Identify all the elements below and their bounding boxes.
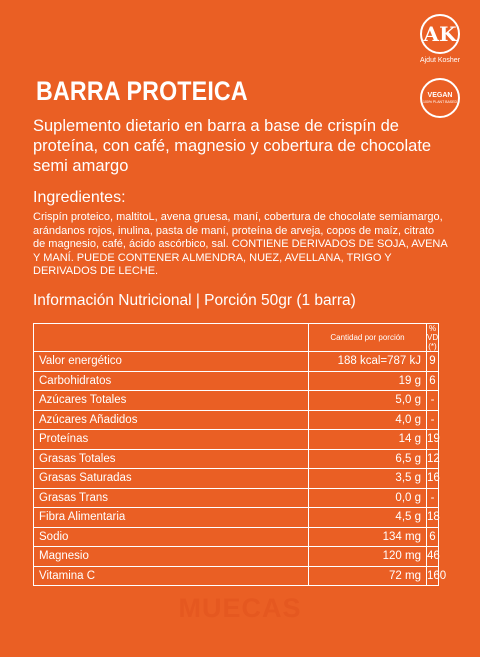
- vegan-badge-title: VEGAN: [427, 91, 453, 99]
- nutrient-quantity: 134 mg: [308, 526, 427, 547]
- ingredients-text: Crispín proteico, maltitoL, avena gruesa…: [33, 211, 448, 277]
- nutrient-name: Azúcares Totales: [33, 390, 309, 411]
- nutrition-row: Fibra Alimentaria 4,5 g 18: [33, 507, 440, 528]
- nutrient-name: Proteínas: [33, 429, 309, 450]
- nutrition-row: Vitamina C 72 mg 160: [33, 565, 446, 586]
- nutrition-heading: Información Nutricional | Porción 50gr (…: [33, 292, 356, 309]
- nutrition-header-row: Cantidad por porción % VD (*): [33, 323, 439, 352]
- kosher-mark: AK: [423, 22, 457, 46]
- nutrient-vd: 46: [426, 546, 440, 567]
- nutrient-quantity: 6,5 g: [308, 448, 427, 469]
- kosher-certification-badge: AK: [420, 14, 460, 54]
- product-description: Suplemento dietario en barra a base de c…: [33, 117, 432, 175]
- nutrient-vd: -: [426, 487, 439, 508]
- nutrient-name: Grasas Totales: [33, 448, 309, 469]
- nutrition-row: Azúcares Añadidos 4,0 g-: [33, 409, 439, 430]
- nutrient-quantity: 19 g: [308, 370, 427, 391]
- nutrient-name: Carbohidratos: [33, 370, 309, 391]
- nutrient-quantity: 3,5 g: [308, 468, 427, 489]
- nutrition-row: Azúcares Totales 5,0 g-: [33, 390, 439, 411]
- nutrient-quantity: 188 kcal=787 kJ: [308, 351, 427, 372]
- product-title: BARRA PROTEICA: [36, 76, 248, 106]
- vegan-certification-badge: VEGAN 100% PLANT BASED: [420, 78, 460, 118]
- nutrient-quantity: 4,5 g: [308, 507, 427, 528]
- nutrition-row: Grasas Trans 0,0 g-: [33, 487, 439, 508]
- nutrient-name: Azúcares Añadidos: [33, 409, 309, 430]
- nutrition-row: Magnesio 120 mg 46: [33, 546, 440, 567]
- nutrient-vd: 6: [426, 526, 439, 547]
- nutrient-vd: 6: [426, 370, 439, 391]
- ingredients-heading: Ingredientes:: [33, 189, 126, 206]
- nutrient-vd: -: [426, 409, 439, 430]
- nutrient-name: Vitamina C: [33, 565, 309, 586]
- nutrition-row: Grasas Saturadas 3,5 g 16: [33, 468, 440, 489]
- nutrient-vd: 16: [426, 468, 440, 489]
- nutrient-name: Fibra Alimentaria: [33, 507, 309, 528]
- nutrient-name: Sodio: [33, 526, 309, 547]
- header-quantity: Cantidad por porción: [308, 323, 427, 352]
- nutrient-vd: 19: [426, 429, 440, 450]
- nutrition-table: Cantidad por porción % VD (*) Valor ener…: [33, 323, 446, 586]
- brand-watermark: MUECAS: [178, 593, 302, 623]
- kosher-label: Ajdut Kosher: [419, 57, 461, 64]
- nutrient-name: Grasas Trans: [33, 487, 309, 508]
- nutrient-vd: 9: [426, 351, 439, 372]
- nutrient-vd: 12: [426, 448, 440, 469]
- nutrient-name: Magnesio: [33, 546, 309, 567]
- nutrient-quantity: 5,0 g: [308, 390, 427, 411]
- nutrient-quantity: 0,0 g: [308, 487, 427, 508]
- nutrient-quantity: 72 mg: [308, 565, 427, 586]
- nutrition-row: Proteínas 14 g 19: [33, 429, 440, 450]
- nutrient-name: Valor energético: [33, 351, 309, 372]
- header-category: [33, 323, 309, 352]
- nutrient-vd: 160: [426, 565, 446, 586]
- nutrient-name: Grasas Saturadas: [33, 468, 309, 489]
- nutrition-row: Grasas Totales 6,5 g 12: [33, 448, 440, 469]
- nutrition-row: Valor energético 188 kcal=787 kJ 9: [33, 351, 439, 372]
- nutrient-vd: -: [426, 390, 439, 411]
- nutrient-quantity: 14 g: [308, 429, 427, 450]
- nutrient-quantity: 120 mg: [308, 546, 427, 567]
- nutrient-vd: 18: [426, 507, 440, 528]
- header-vd: % VD (*): [426, 323, 439, 352]
- nutrient-quantity: 4,0 g: [308, 409, 427, 430]
- nutrition-row: Sodio 134 mg 6: [33, 526, 439, 547]
- vegan-badge-subtitle: 100% PLANT BASED: [423, 99, 457, 104]
